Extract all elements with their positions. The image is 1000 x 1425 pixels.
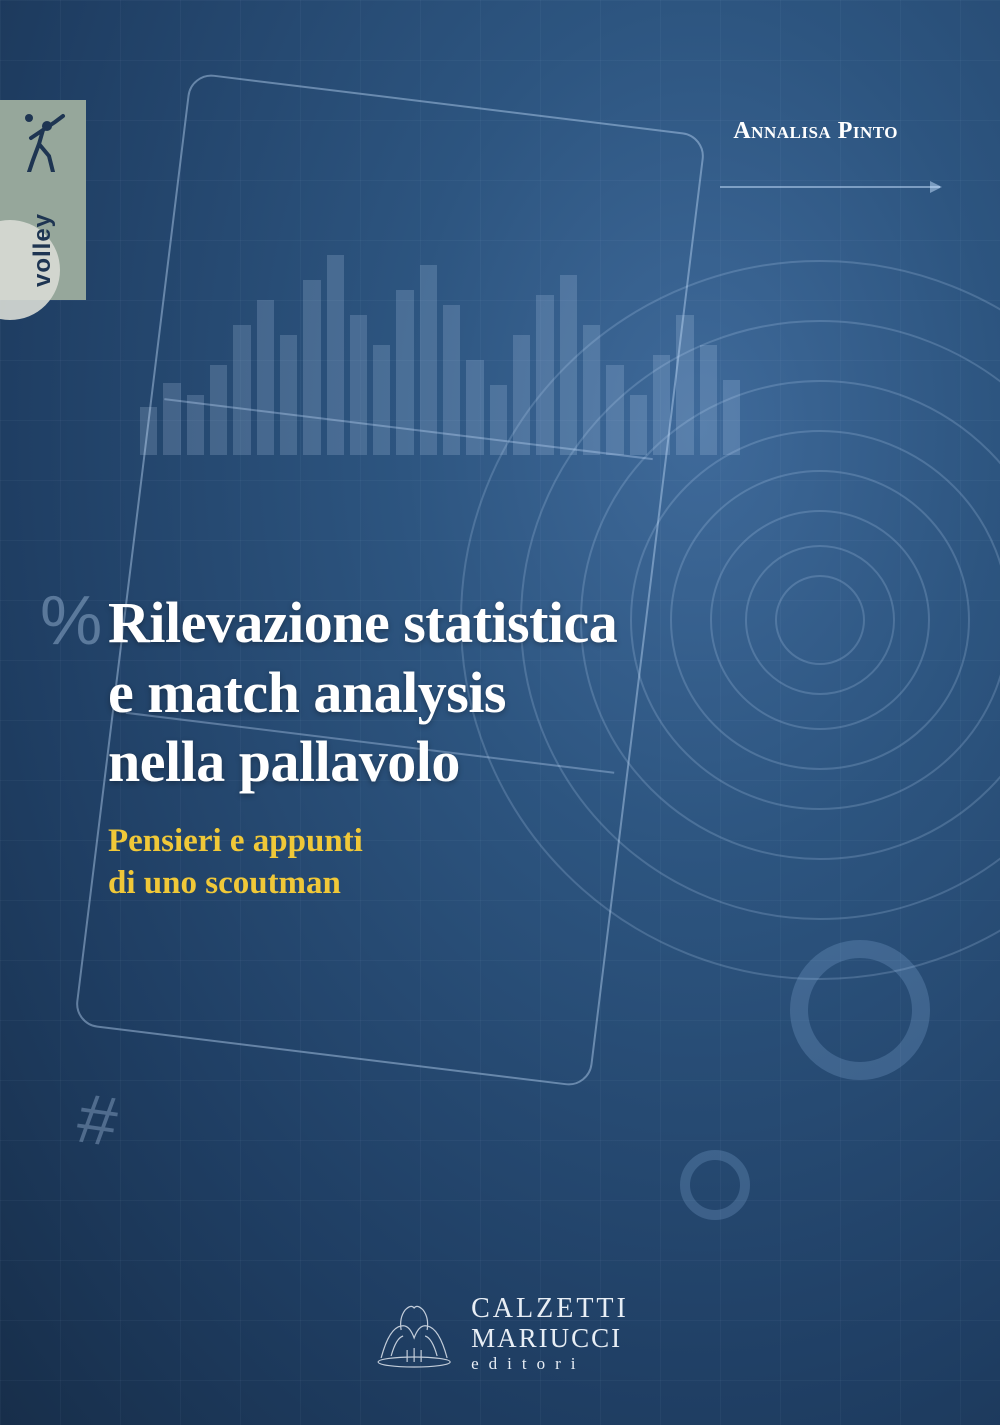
arrow-decoration [720,186,940,188]
publisher-block: CALZETTI MARIUCCI editori [371,1294,629,1373]
title-line: e match analysis [108,658,617,728]
publisher-tagline: editori [471,1355,629,1373]
subtitle-line: di uno scoutman [108,862,363,904]
volleyball-player-icon [19,112,67,172]
publisher-name-1: CALZETTI [471,1294,629,1323]
book-subtitle: Pensieri e appunti di uno scoutman [108,820,363,904]
small-ring-1 [790,940,930,1080]
title-line: Rilevazione statistica [108,588,617,658]
book-title: Rilevazione statistica e match analysis … [108,588,617,797]
author-name: Annalisa Pinto [733,118,898,145]
small-ring-2 [680,1150,750,1220]
series-badge: volley [0,100,86,300]
book-cover: volley Annalisa Pinto % # Rilevazione st… [0,0,1000,1425]
frame-divider [164,398,653,460]
publisher-text: CALZETTI MARIUCCI editori [471,1294,629,1373]
percent-symbol: % [40,580,102,660]
badge-label: volley [29,213,57,287]
publisher-name-2: MARIUCCI [471,1324,629,1352]
subtitle-line: Pensieri e appunti [108,820,363,862]
title-line: nella pallavolo [108,727,617,797]
publisher-logo-icon [371,1298,457,1370]
